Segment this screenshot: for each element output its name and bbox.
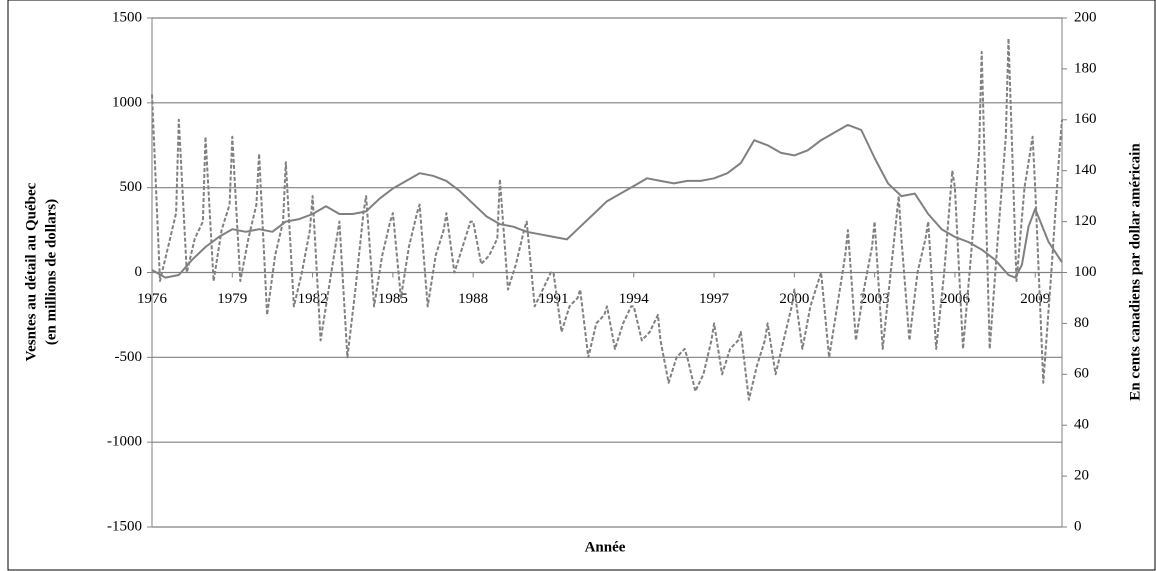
y-tick-label: 1500	[112, 9, 142, 25]
x-tick-label: 1991	[538, 291, 568, 307]
x-tick-label: 1985	[378, 291, 408, 307]
y2-tick-label: 80	[1074, 315, 1089, 331]
x-tick-label: 1994	[619, 291, 650, 307]
x-axis-title: Année	[585, 539, 626, 555]
y2-tick-label: 180	[1074, 60, 1097, 76]
y-tick-label: 1000	[112, 94, 142, 110]
x-tick-label: 1982	[298, 291, 328, 307]
data-line	[151, 37, 1063, 401]
y2-tick-label: 0	[1074, 518, 1082, 534]
y2-tick-label: 40	[1074, 417, 1089, 433]
x-tick-label: 2009	[1020, 291, 1050, 307]
y2-tick-label: 140	[1074, 162, 1097, 178]
x-tick-label: 2006	[940, 291, 971, 307]
x-tick-label: 1988	[458, 291, 488, 307]
x-tick-label: 1997	[699, 291, 730, 307]
y2-tick-label: 160	[1074, 111, 1097, 127]
x-tick-label: 2000	[779, 291, 809, 307]
y2-tick-label: 200	[1074, 9, 1097, 25]
x-tick-label: 1979	[217, 291, 247, 307]
x-tick-label: 2003	[860, 291, 890, 307]
chart-frame	[7, 0, 1156, 571]
y-tick-label: 500	[120, 179, 143, 195]
y2-tick-label: 120	[1074, 213, 1097, 229]
y-tick-label: 0	[135, 264, 143, 280]
y2-axis-title: En cents canadiens par dollar américain	[1127, 143, 1143, 401]
x-tick-label: 1976	[137, 291, 168, 307]
data-line	[151, 123, 1063, 279]
y-tick-label: -1000	[107, 434, 142, 450]
y-tick-label: -500	[115, 349, 143, 365]
y2-tick-label: 60	[1074, 366, 1089, 382]
y2-tick-label: 100	[1074, 264, 1097, 280]
y-axis-title: (en millions de dollars)	[43, 199, 59, 345]
y2-tick-label: 20	[1074, 468, 1089, 484]
y-axis-title: Vesntes au détail au Québec	[23, 182, 39, 361]
y-tick-label: -1500	[107, 518, 142, 534]
